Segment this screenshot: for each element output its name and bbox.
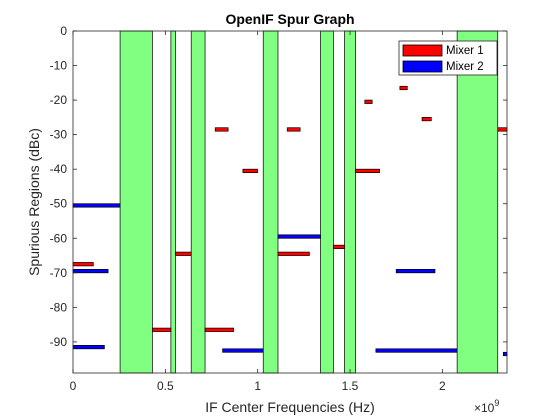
x-tick-label: 2 xyxy=(439,379,446,393)
y-tick-label: -50 xyxy=(50,197,68,211)
x-axis-label: IF Center Frequencies (Hz) xyxy=(205,399,375,415)
mixer-2-spur xyxy=(502,351,508,357)
legend-swatch-mixer-1 xyxy=(402,44,443,57)
chart-title: OpenIF Spur Graph xyxy=(225,11,354,27)
y-tick-label: -30 xyxy=(50,128,68,142)
y-tick-label: 0 xyxy=(60,24,67,38)
mixer-1-spur xyxy=(72,262,94,267)
y-tick-label: -40 xyxy=(50,162,68,176)
spur-free-region xyxy=(262,30,279,374)
spur-free-region xyxy=(320,30,334,374)
spur-free-region xyxy=(119,30,153,374)
mixer-1-spur xyxy=(497,127,508,132)
spur-free-region xyxy=(170,30,176,374)
mixer-1-spur xyxy=(399,85,408,91)
y-tick-label: -60 xyxy=(50,231,68,245)
mixer-1-spur xyxy=(204,327,235,332)
y-axis-label: Spurious Regions (dBc) xyxy=(26,128,42,276)
mixer-2-spur xyxy=(395,269,436,274)
mixer-2-spur xyxy=(72,203,121,208)
x-axis-exponent: ×109 xyxy=(474,398,499,415)
spur-bars xyxy=(72,85,508,357)
legend: Mixer 1 Mixer 2 xyxy=(398,40,498,76)
spur-free-regions xyxy=(119,30,499,374)
mixer-1-spur xyxy=(355,168,380,173)
mixer-2-spur xyxy=(277,234,321,239)
x-axis-exponent-base: ×10 xyxy=(474,401,495,415)
axis-ticks: 0 0.5 1 1.5 2 0 -10 -20 -30 -40 -50 -60 -70 -80 -90 xyxy=(50,24,507,393)
mixer-2-spur xyxy=(375,348,458,353)
legend-swatch-mixer-2 xyxy=(402,60,443,73)
spur-free-region xyxy=(344,30,356,374)
legend-label-mixer-1: Mixer 1 xyxy=(446,45,484,57)
y-tick-label: -10 xyxy=(50,59,68,73)
spur-free-region xyxy=(190,30,206,374)
y-tick-label: -70 xyxy=(50,266,68,280)
mixer-1-spur xyxy=(242,168,259,173)
x-tick-label: 0.5 xyxy=(157,379,174,393)
mixer-1-spur xyxy=(421,117,432,122)
mixer-1-spur xyxy=(277,251,310,256)
mixer-1-spur xyxy=(286,127,301,132)
x-tick-label: 1 xyxy=(254,379,261,393)
y-tick-label: -80 xyxy=(50,300,68,314)
mixer-2-spur xyxy=(222,348,264,353)
spur-free-region xyxy=(456,30,499,374)
mixer-1-spur xyxy=(333,244,345,249)
mixer-1-spur xyxy=(364,99,373,104)
y-tick-label: -90 xyxy=(50,335,68,349)
plot-frame xyxy=(72,30,508,374)
mixer-2-spur xyxy=(72,269,109,274)
mixer-1-spur xyxy=(214,127,229,132)
x-tick-label: 0 xyxy=(70,379,77,393)
mixer-2-spur xyxy=(72,345,105,350)
x-tick-label: 1.5 xyxy=(342,379,359,393)
mixer-1-spur xyxy=(152,327,172,332)
mixer-1-spur xyxy=(175,251,192,256)
x-axis-exponent-power: 9 xyxy=(494,398,499,408)
y-tick-label: -20 xyxy=(50,93,68,107)
legend-label-mixer-2: Mixer 2 xyxy=(446,61,484,73)
